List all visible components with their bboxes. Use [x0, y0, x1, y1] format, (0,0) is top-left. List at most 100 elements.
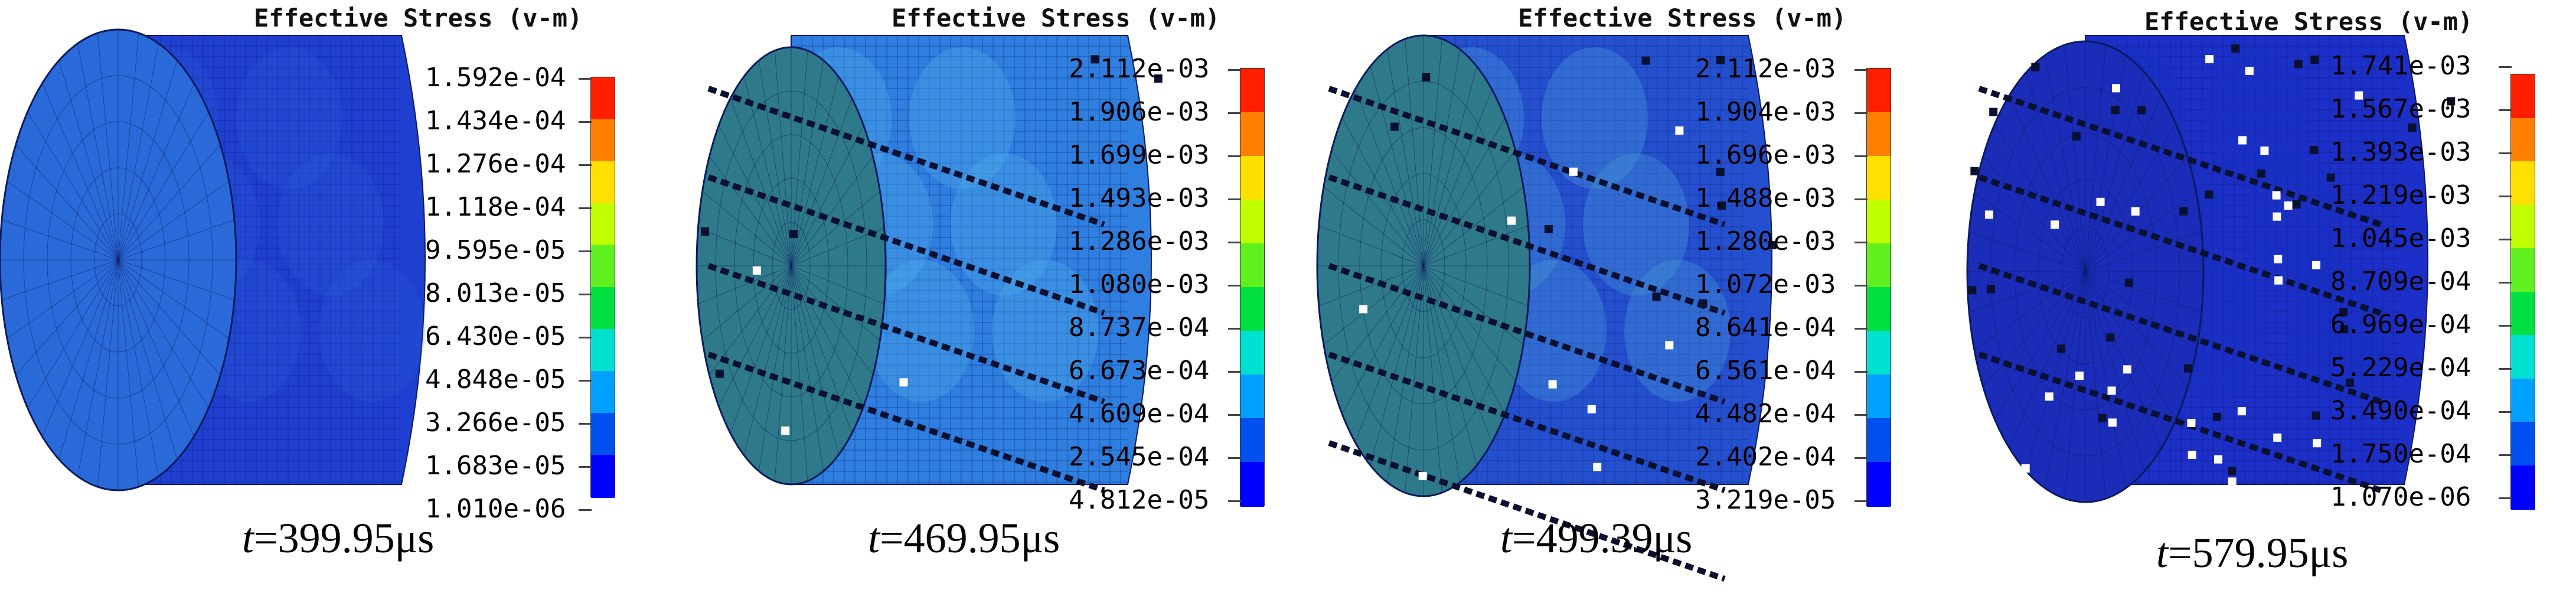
fragment	[2179, 207, 2188, 216]
time-variable: t	[2156, 529, 2169, 577]
face-mesh-line	[2085, 271, 2197, 351]
face-mesh-line	[117, 219, 235, 260]
legend-tick-label: 4.609e-04	[1069, 399, 1210, 429]
legend-tick-mark	[1855, 285, 1867, 286]
fragment	[2310, 55, 2319, 64]
face-mesh-line	[2085, 231, 2202, 272]
fragment	[2045, 392, 2053, 401]
legend-tick-label: 1.696e-03	[1695, 140, 1836, 170]
face-mesh-line	[743, 76, 792, 266]
crack-line	[707, 263, 1105, 405]
legend-tick-label: 1.592e-04	[425, 63, 566, 93]
face-mesh-line	[1423, 265, 1506, 414]
fragment	[2273, 433, 2282, 442]
fragment	[2228, 467, 2237, 476]
fragment	[789, 230, 798, 239]
colorbar-band	[1867, 200, 1891, 245]
legend-tick-mark	[2499, 368, 2512, 370]
legend-tick-label: 4.482e-04	[1695, 399, 1836, 429]
face-mesh-line	[758, 60, 792, 266]
legend-title: Effective Stress (v-m)	[1518, 4, 1847, 32]
stress-patch	[2245, 154, 2351, 295]
legend-tick-label: 1.906e-03	[1069, 97, 1210, 127]
legend-tick-mark	[2499, 152, 2512, 154]
fragment	[2257, 169, 2265, 178]
fragment	[2339, 308, 2348, 317]
colorbar-band	[1867, 374, 1891, 420]
legend-tick-mark	[579, 78, 592, 80]
face-mesh-line	[1354, 265, 1424, 442]
colorbar-band	[1867, 156, 1891, 201]
face-mesh-line	[718, 265, 792, 407]
face-mesh-ring	[2014, 133, 2157, 411]
face-mesh-line	[2085, 271, 2188, 387]
legend-tick-mark	[2499, 497, 2512, 499]
face-mesh-line	[1423, 265, 1516, 382]
legend-tick-mark	[2499, 66, 2512, 68]
legend-tick-mark	[579, 294, 592, 295]
legend-title: Effective Stress (v-m)	[892, 4, 1220, 32]
face-mesh-line	[77, 259, 119, 477]
face-mesh-line	[1423, 225, 1529, 266]
colorbar-band	[591, 371, 615, 415]
fragment	[2326, 173, 2335, 182]
colorbar-band	[1867, 418, 1891, 464]
legend-tick-label: 1.219e-03	[2330, 180, 2471, 210]
legend-tick-mark	[1855, 198, 1867, 200]
time-variable: t	[242, 514, 254, 562]
fragment	[2408, 123, 2417, 132]
legend-tick-label: 2.402e-04	[1695, 442, 1836, 472]
legend-title: Effective Stress (v-m)	[254, 4, 583, 32]
legend-tick-mark	[1228, 155, 1241, 157]
fragment	[1665, 341, 1674, 350]
legend-tick-mark	[1228, 112, 1241, 114]
stress-patch	[236, 47, 342, 189]
fragment	[1989, 108, 1998, 116]
fragment	[2188, 451, 2196, 460]
crack-line	[1978, 86, 2382, 227]
legend-tick-mark	[1855, 500, 1867, 502]
colorbar-band	[1240, 200, 1264, 245]
legend-tick-label: 3.490e-04	[2330, 396, 2471, 426]
face-mesh-line	[117, 43, 159, 260]
face-mesh-line	[27, 259, 119, 408]
fragment	[2205, 55, 2214, 64]
stress-patch	[992, 260, 1098, 402]
face-mesh-ring	[753, 178, 830, 354]
colorbar-band	[591, 161, 615, 205]
colorbar-band	[1240, 112, 1264, 158]
face-mesh-line	[718, 125, 792, 266]
crack-line	[707, 351, 1105, 493]
legend-tick-mark	[1855, 155, 1867, 157]
face-mesh-line	[791, 265, 864, 407]
face-mesh-line	[1, 259, 119, 301]
fragment	[1091, 55, 1099, 64]
colorbar-band	[1240, 418, 1264, 464]
colorbar-band	[1867, 69, 1891, 114]
legend-tick-label: 1.393e-03	[2330, 137, 2471, 167]
face-mesh-line	[15, 259, 119, 376]
face-mesh-line	[1968, 271, 2086, 312]
face-mesh-line	[1405, 265, 1424, 493]
time-value: =579.95μs	[2168, 529, 2349, 577]
time-variable: t	[1500, 514, 1513, 562]
fragment	[1984, 210, 1993, 219]
time-label: t=469.95μs	[868, 514, 1060, 563]
fragment	[2447, 97, 2456, 106]
face-mesh-line	[791, 125, 864, 266]
face-mesh-line	[117, 83, 195, 260]
fragment	[2107, 386, 2116, 395]
legend-tick-mark	[1855, 328, 1867, 330]
face-mesh-line	[730, 98, 792, 266]
colorbar-band	[591, 287, 615, 331]
colorbar-band	[2511, 74, 2535, 119]
face-mesh-line	[1331, 150, 1424, 266]
face-mesh-line	[15, 144, 119, 260]
legend-tick-label: 1.072e-03	[1695, 269, 1836, 299]
face-mesh-line	[709, 156, 792, 266]
fragment	[2312, 260, 2321, 269]
legend-tick-mark	[1228, 69, 1241, 71]
fragment	[1548, 380, 1557, 389]
legend-tick-mark	[579, 337, 592, 338]
legend-tick-label: 1.750e-04	[2330, 439, 2471, 469]
